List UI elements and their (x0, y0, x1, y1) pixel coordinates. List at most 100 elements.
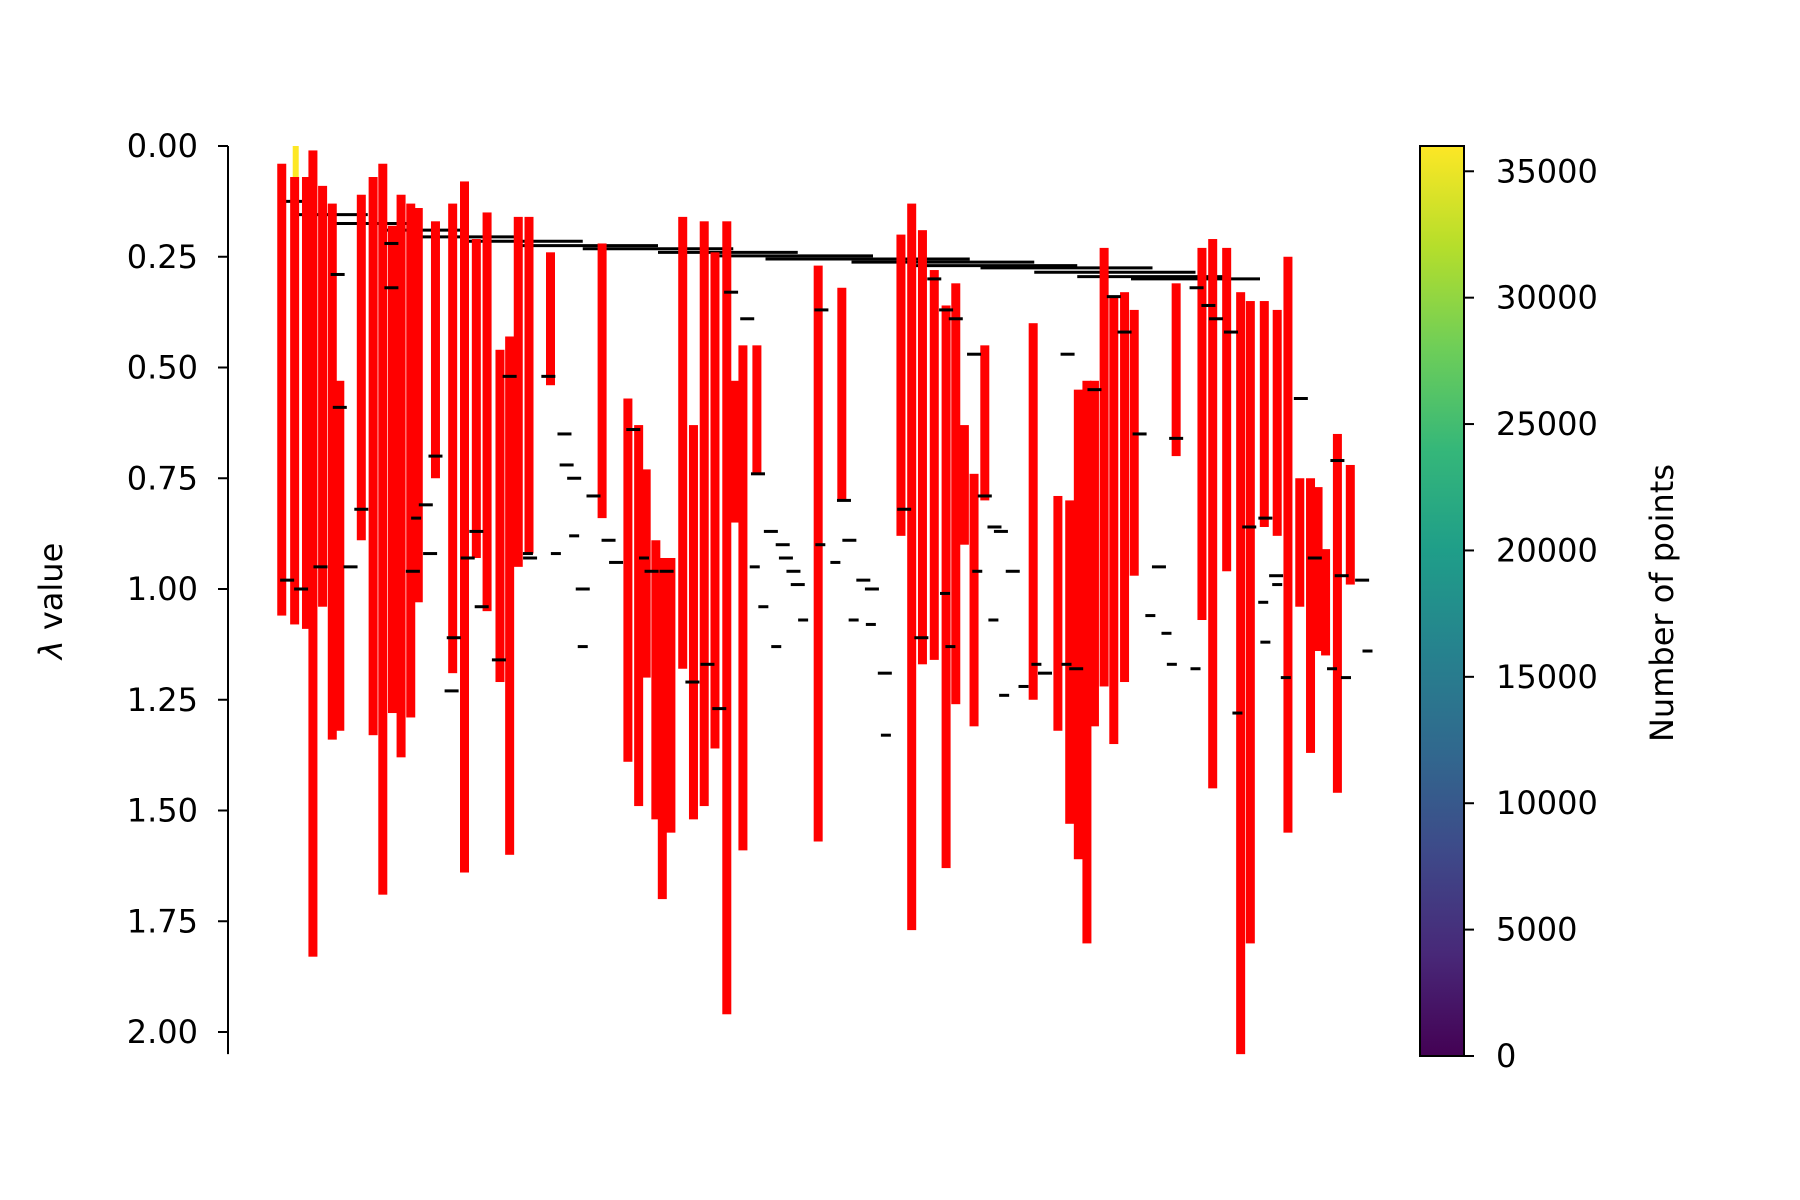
cluster-bar (430, 221, 440, 479)
y-axis-label-symbol: λ (32, 640, 70, 661)
cluster-bar (290, 177, 300, 625)
cluster-bar (471, 239, 481, 558)
cluster-bar (1332, 433, 1342, 793)
cluster-bar (1053, 495, 1063, 731)
cluster-bar (688, 425, 698, 820)
y-tick-label: 0.50 (127, 349, 198, 387)
cluster-bar (1065, 500, 1075, 824)
y-axis: 0.00 0.25 0.50 0.75 1.00 1.25 1.50 1.75 2.00 (127, 127, 229, 1055)
cluster-bar (513, 216, 523, 567)
cluster-bar (448, 203, 458, 674)
cluster-bar (1171, 283, 1181, 457)
cluster-bar (666, 557, 676, 833)
colorbar-gradient (1419, 145, 1465, 1057)
cluster-bar (969, 473, 979, 727)
cluster-bar (1028, 323, 1038, 700)
cluster-bar (1295, 478, 1305, 607)
cluster-bar (1208, 239, 1218, 789)
colorbar-tick-label: 35000 (1496, 152, 1598, 190)
cluster-bar (837, 287, 847, 501)
colorbar-tick-label: 20000 (1496, 531, 1598, 569)
cluster-bar (335, 380, 345, 731)
cluster-bar (1129, 309, 1139, 576)
cluster-bar (356, 194, 366, 541)
cluster-bar (951, 283, 961, 705)
cluster-bar (308, 150, 318, 957)
cluster-bar (722, 221, 732, 1015)
cluster-bar (1120, 292, 1130, 683)
cluster-bar (396, 194, 406, 758)
cluster-bar (1272, 309, 1282, 536)
cluster-bar (1313, 487, 1323, 652)
cluster-bar (524, 216, 534, 554)
cluster-bar (368, 177, 378, 736)
y-axis-label-text: value (32, 543, 70, 641)
cluster-bar (1082, 380, 1092, 944)
cluster-bar (318, 185, 328, 607)
cluster-bar (277, 163, 287, 616)
cluster-bar (1197, 247, 1207, 621)
cluster-bar (378, 163, 388, 895)
cluster-bar (980, 345, 990, 501)
y-tick-label: 0.75 (127, 459, 198, 497)
cluster-bar (1345, 464, 1355, 585)
cluster-bar (896, 234, 906, 536)
cluster-bar (1109, 296, 1119, 745)
colorbar-label: Number of points (1643, 464, 1681, 742)
colorbar: 0 5000 10000 15000 20000 25000 30000 35000 (1419, 145, 1598, 1075)
cluster-bar (678, 216, 688, 669)
y-axis-label: λ value (32, 543, 70, 662)
cluster-bar (941, 305, 951, 869)
y-tick-label: 0.00 (127, 127, 198, 165)
cluster-bar (597, 243, 607, 519)
cluster-bar (327, 203, 337, 740)
cluster-bar (406, 203, 416, 718)
cluster-bar (929, 270, 939, 660)
cluster-bar (1089, 380, 1099, 727)
cluster-bar (738, 345, 748, 851)
cluster-bar (959, 425, 969, 545)
cluster-bar (699, 221, 709, 807)
cluster-bar (641, 469, 651, 678)
cluster-bar (752, 345, 762, 474)
cluster-bar (505, 336, 515, 855)
y-tick-label: 1.50 (127, 792, 198, 830)
colorbar-tick-label: 5000 (1496, 911, 1577, 949)
cluster-bar (1073, 389, 1083, 860)
cluster-bar (546, 252, 555, 386)
cluster-bar (460, 181, 469, 873)
y-tick-label: 2.00 (127, 1013, 198, 1051)
cluster-bar (907, 203, 917, 931)
colorbar-tick-label: 30000 (1496, 279, 1598, 317)
cluster-bar (1306, 478, 1316, 753)
cluster-bar (387, 225, 397, 714)
cluster-bar (917, 230, 927, 665)
cluster-bar (651, 540, 661, 820)
cluster-bar (495, 349, 505, 683)
colorbar-tick-label: 0 (1496, 1037, 1516, 1075)
cluster-bar (729, 380, 739, 523)
cluster-bar (482, 212, 492, 612)
cluster-bar (657, 557, 667, 900)
cluster-bar (813, 265, 823, 842)
y-tick-label: 0.25 (127, 238, 198, 276)
cluster-bar (301, 177, 311, 629)
colorbar-tick-label: 15000 (1496, 658, 1598, 696)
colorbar-tick-label: 10000 (1496, 784, 1598, 822)
y-tick-label: 1.25 (127, 681, 198, 719)
plot-area (277, 146, 1373, 1055)
cluster-bar (1283, 256, 1293, 833)
cluster-bar (623, 398, 633, 762)
y-tick-label: 1.00 (127, 570, 198, 608)
cluster-bar (1236, 292, 1246, 1055)
colorbar-tick-label: 25000 (1496, 405, 1598, 443)
cluster-bar (1222, 247, 1232, 572)
y-tick-label: 1.75 (127, 902, 198, 940)
cluster-bar (1259, 301, 1269, 527)
cluster-bar (710, 252, 720, 749)
cluster-bar (413, 208, 423, 603)
cluster-bar (1321, 549, 1331, 656)
cluster-bar (1245, 301, 1255, 944)
root-segment (292, 146, 299, 178)
